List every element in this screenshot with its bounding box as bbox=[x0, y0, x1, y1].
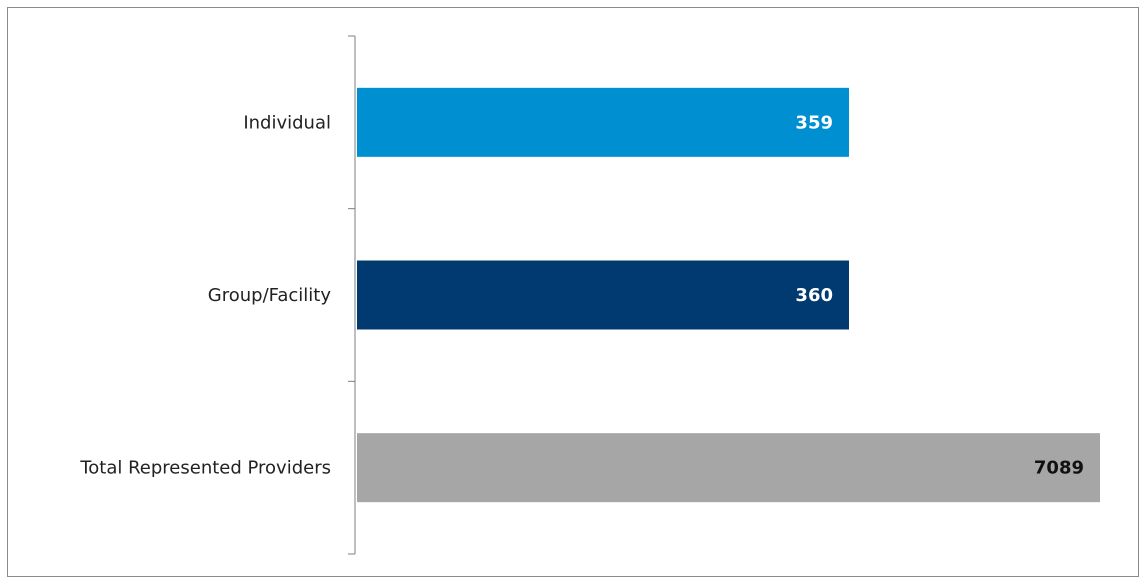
bar-value-label: 359 bbox=[795, 112, 833, 133]
bar bbox=[357, 87, 849, 157]
axis-ticks bbox=[348, 35, 355, 555]
bar bbox=[357, 260, 849, 330]
category-label: Group/Facility bbox=[208, 285, 332, 306]
value-labels: 359 360 7089 bbox=[795, 112, 1084, 478]
bar bbox=[357, 433, 1100, 503]
category-label: Total Represented Providers bbox=[79, 458, 331, 479]
category-labels: Individual Group/Facility Total Represente… bbox=[79, 112, 331, 478]
bar-value-label: 7089 bbox=[1034, 458, 1084, 479]
category-label: Individual bbox=[243, 112, 331, 133]
bar-value-label: 360 bbox=[795, 285, 833, 306]
bars bbox=[357, 87, 1100, 503]
